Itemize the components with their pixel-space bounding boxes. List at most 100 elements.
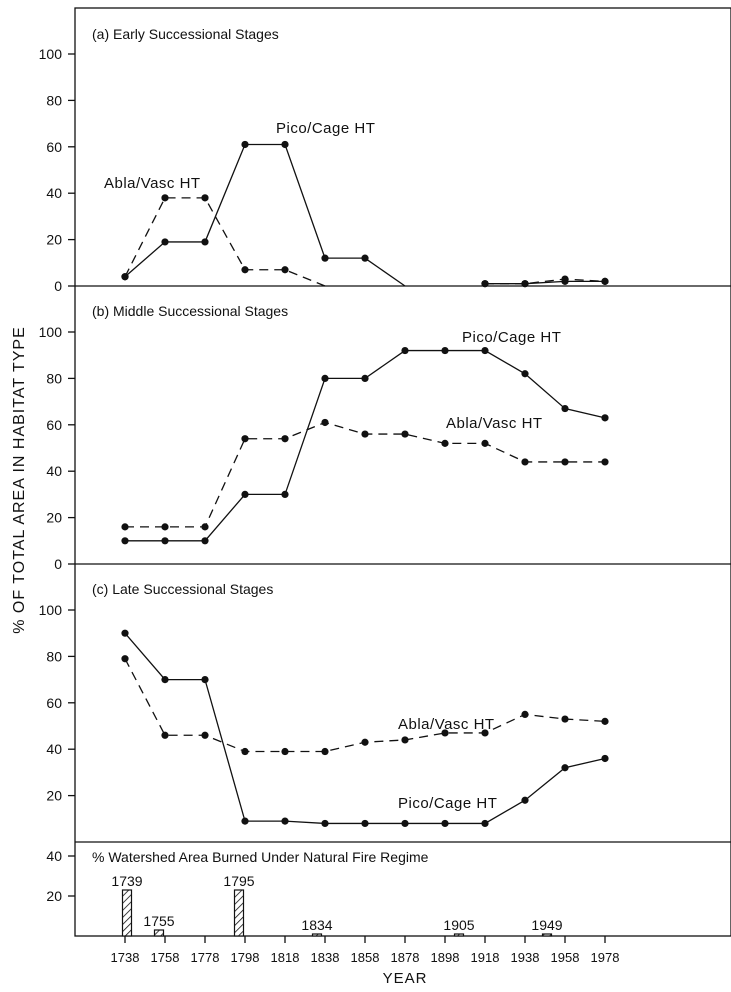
data-point xyxy=(401,736,409,744)
data-point xyxy=(361,738,369,746)
data-point xyxy=(241,747,249,756)
data-point xyxy=(241,140,249,149)
data-point xyxy=(321,254,329,262)
x-tick-label: 1938 xyxy=(511,950,540,965)
panel-c-title: (c) Late Successional Stages xyxy=(92,581,273,597)
data-point xyxy=(521,280,529,288)
y-tick-label: 80 xyxy=(46,370,62,386)
data-point xyxy=(561,764,569,772)
data-point xyxy=(121,655,129,663)
solid-series-line xyxy=(124,143,406,287)
y-tick-label: 20 xyxy=(46,788,62,804)
dashed-series-line xyxy=(124,658,606,753)
label-b-abla: Abla/Vasc HT xyxy=(446,415,543,432)
data-point xyxy=(481,346,489,355)
fire-bar xyxy=(541,933,553,937)
y-tick-label: 80 xyxy=(46,92,62,108)
data-point xyxy=(281,140,289,149)
data-point xyxy=(281,490,289,498)
plot-frame xyxy=(74,7,731,937)
y-axis-label: % OF TOTAL AREA IN HABITAT TYPE xyxy=(11,326,28,634)
data-point xyxy=(521,458,529,466)
data-point xyxy=(201,731,209,739)
data-point xyxy=(121,537,129,545)
y-tick-label: 0 xyxy=(54,556,62,572)
dashed-series-line xyxy=(125,421,605,528)
data-point xyxy=(601,277,609,285)
data-point xyxy=(561,458,569,466)
data-point xyxy=(361,374,369,382)
data-point xyxy=(121,629,129,637)
data-point xyxy=(281,747,289,756)
data-point xyxy=(601,754,609,763)
y-tick-label: 100 xyxy=(39,324,63,340)
dashed-series-line xyxy=(485,278,606,285)
data-point xyxy=(161,676,169,684)
data-point xyxy=(161,537,169,545)
dashed-series-line xyxy=(124,197,326,287)
data-point xyxy=(161,523,169,531)
data-point xyxy=(241,817,249,825)
data-point xyxy=(281,817,289,825)
y-tick-label: 20 xyxy=(46,510,62,526)
data-point xyxy=(321,374,329,382)
data-point xyxy=(441,729,449,737)
data-point xyxy=(281,435,289,443)
data-point xyxy=(201,238,209,246)
x-tick-label: 1878 xyxy=(391,950,420,965)
data-point xyxy=(401,430,409,438)
x-axis-label: YEAR xyxy=(383,970,428,987)
data-point xyxy=(561,275,569,283)
data-point xyxy=(521,710,529,719)
x-tick-label: 1898 xyxy=(431,950,460,965)
x-tick-label: 1798 xyxy=(231,950,260,965)
fire-bar-label: 1905 xyxy=(443,917,474,933)
y-tick-label: 40 xyxy=(46,185,62,201)
fire-bar-label: 1739 xyxy=(111,873,142,889)
x-tick-label: 1918 xyxy=(471,950,500,965)
data-point xyxy=(241,266,249,274)
data-point xyxy=(321,747,329,756)
x-tick-label: 1858 xyxy=(351,950,380,965)
fire-bar xyxy=(233,889,245,937)
fire-bar-label: 1795 xyxy=(223,873,254,889)
label-b-pico: Pico/Cage HT xyxy=(462,329,561,346)
data-point xyxy=(521,370,529,378)
y-tick-label: 40 xyxy=(46,741,62,757)
x-tick-label: 1778 xyxy=(191,950,220,965)
data-point xyxy=(121,273,129,281)
y-tick-label: 100 xyxy=(39,46,63,62)
y-tick-label: 80 xyxy=(46,648,62,664)
data-point xyxy=(201,537,209,545)
data-point xyxy=(481,280,489,288)
data-point xyxy=(241,490,249,498)
y-tick-label: 60 xyxy=(46,417,62,433)
fire-bar-label: 1755 xyxy=(143,913,174,929)
label-a-pico: Pico/Cage HT xyxy=(276,120,375,137)
y-tick-label: 20 xyxy=(46,232,62,248)
data-point xyxy=(241,435,249,443)
x-tick-label: 1818 xyxy=(271,950,300,965)
data-point xyxy=(201,676,209,684)
y-tick-label: 60 xyxy=(46,139,62,155)
data-point xyxy=(281,266,289,274)
data-point xyxy=(161,731,169,739)
panel-a-title: (a) Early Successional Stages xyxy=(92,26,279,42)
data-point xyxy=(441,346,449,355)
data-point xyxy=(161,238,169,246)
label-c-pico: Pico/Cage HT xyxy=(398,795,497,812)
label-c-abla: Abla/Vasc HT xyxy=(398,716,495,733)
fire-bar-label: 1834 xyxy=(301,917,332,933)
data-point xyxy=(441,439,449,447)
y-tick-label: 40 xyxy=(46,463,62,479)
data-point xyxy=(601,717,609,725)
data-point xyxy=(201,523,209,531)
data-point xyxy=(401,819,409,828)
data-point xyxy=(601,458,609,466)
x-tick-label: 1758 xyxy=(151,950,180,965)
data-point xyxy=(361,819,369,828)
label-a-abla: Abla/Vasc HT xyxy=(104,175,201,192)
x-tick-label: 1978 xyxy=(591,950,620,965)
data-point xyxy=(481,439,489,447)
